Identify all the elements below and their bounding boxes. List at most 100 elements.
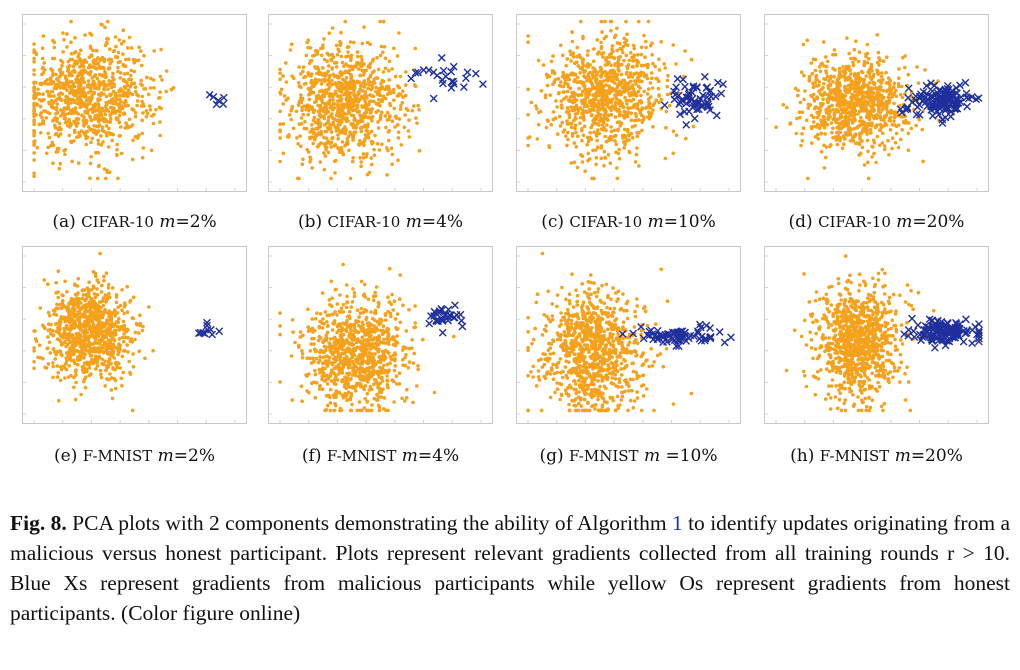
honest-point — [615, 91, 620, 96]
honest-point — [152, 86, 156, 90]
honest-point — [48, 82, 52, 86]
honest-point — [336, 126, 340, 130]
honest-point — [383, 66, 388, 71]
honest-point — [835, 86, 840, 90]
honest-point — [614, 150, 618, 155]
honest-point — [831, 80, 835, 84]
honest-point — [800, 139, 805, 143]
honest-point — [89, 309, 94, 314]
honest-point — [125, 46, 130, 50]
honest-point — [840, 103, 845, 107]
honest-point — [97, 354, 101, 359]
honest-point — [107, 170, 112, 174]
honest-point — [375, 56, 379, 60]
honest-point — [590, 81, 594, 86]
honest-point — [845, 106, 850, 110]
honest-point — [877, 107, 881, 111]
scatter-plot-c — [516, 14, 741, 192]
dataset-name: CIFAR-10 — [327, 213, 401, 231]
honest-point — [612, 128, 617, 133]
honest-point — [83, 313, 87, 318]
honest-point — [347, 148, 351, 153]
honest-point — [325, 88, 330, 92]
honest-point — [322, 167, 327, 172]
honest-point — [878, 122, 883, 127]
honest-point — [582, 104, 587, 109]
honest-point — [52, 350, 57, 354]
malicious-point — [941, 113, 950, 122]
honest-point — [611, 49, 615, 54]
honest-point — [330, 78, 334, 83]
malicious-point — [956, 98, 965, 107]
honest-point — [852, 56, 856, 61]
honest-point — [617, 147, 621, 152]
honest-point — [574, 103, 579, 108]
honest-point — [393, 74, 398, 79]
honest-point — [79, 306, 83, 311]
honest-point — [330, 112, 334, 116]
honest-point — [348, 40, 353, 44]
malicious-point — [941, 103, 950, 112]
honest-point — [308, 89, 313, 94]
subfigure-prefix: (b) — [297, 212, 328, 232]
honest-point — [148, 104, 152, 108]
malicious-point — [679, 75, 687, 84]
honest-point — [321, 114, 326, 118]
honest-point — [875, 68, 879, 73]
honest-point — [146, 92, 151, 97]
honest-point — [381, 324, 386, 328]
honest-point — [341, 77, 345, 82]
honest-point — [93, 105, 97, 109]
honest-point — [880, 141, 885, 145]
honest-point — [416, 103, 420, 108]
honest-point — [125, 80, 129, 85]
honest-point — [328, 74, 332, 78]
honest-point — [83, 332, 87, 337]
honest-point — [635, 104, 639, 108]
honest-point — [51, 119, 55, 123]
honest-point — [67, 118, 71, 122]
honest-point — [634, 82, 638, 86]
honest-point — [111, 365, 115, 370]
honest-point — [833, 117, 838, 122]
honest-point — [65, 45, 69, 49]
honest-point — [45, 78, 49, 82]
honest-point — [32, 86, 36, 90]
honest-point — [639, 93, 643, 98]
honest-point — [340, 60, 345, 65]
honest-point — [635, 134, 640, 139]
malicious-point — [214, 96, 223, 105]
honest-point — [92, 285, 96, 290]
honest-point — [608, 161, 613, 165]
honest-point — [104, 300, 108, 304]
honest-point — [551, 54, 555, 58]
honest-point — [452, 334, 456, 339]
honest-point — [796, 93, 800, 98]
honest-point — [869, 62, 874, 67]
honest-point — [379, 110, 384, 115]
honest-point — [100, 315, 105, 320]
honest-point — [591, 148, 595, 153]
honest-point — [333, 74, 337, 79]
honest-point — [613, 115, 618, 119]
subfigure-caption-b: (b) CIFAR-10 m=4% — [256, 212, 506, 232]
honest-point — [103, 71, 108, 76]
honest-point — [134, 135, 139, 139]
honest-point — [590, 113, 594, 118]
honest-point — [83, 132, 87, 136]
malicious-point — [688, 103, 697, 112]
honest-point — [599, 156, 603, 161]
honest-point — [843, 78, 848, 82]
honest-point — [882, 118, 886, 123]
honest-point — [81, 94, 85, 99]
honest-point — [389, 146, 394, 151]
honest-point — [872, 151, 876, 156]
honest-point — [822, 64, 826, 68]
honest-point — [810, 71, 815, 76]
honest-point — [559, 103, 564, 107]
honest-point — [834, 120, 839, 125]
honest-point — [310, 82, 315, 87]
honest-point — [884, 123, 889, 127]
honest-point — [559, 99, 564, 103]
honest-point — [796, 88, 800, 93]
